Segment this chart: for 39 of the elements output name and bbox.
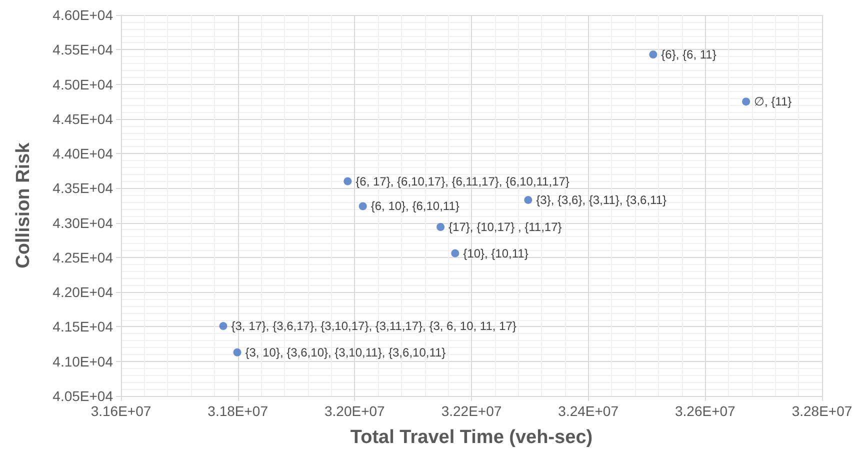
- point: [524, 196, 532, 204]
- annotation: {6, 17}, {6,10,17}, {6,11,17}, {6,10,11,17}: [356, 174, 570, 188]
- point: [649, 50, 658, 58]
- annotation: {6, 10}, {6,10,11}: [370, 199, 460, 214]
- y-tick-label: 4.25E+04: [52, 249, 114, 266]
- y-tick-label: 4.55E+04: [52, 42, 114, 58]
- x-axis-title: Total Travel Time (veh-sec): [350, 427, 593, 448]
- y-tick-label: 4.60E+04: [52, 7, 114, 23]
- point: [451, 249, 460, 258]
- x-tick-label: 3.16E+07: [90, 403, 152, 419]
- y-tick-label: 4.30E+04: [52, 214, 114, 231]
- y-tick-label: 4.15E+04: [52, 318, 114, 335]
- annotation: {3, 10}, {3,6,10}, {3,10,11}, {3,6,10,11}: [245, 345, 446, 360]
- x-tick-label: 3.26E+07: [674, 403, 736, 419]
- x-tick-label: 3.28E+07: [792, 403, 852, 419]
- x-tick-label: 3.18E+07: [208, 403, 268, 419]
- y-axis-title: Collision Risk: [13, 142, 34, 268]
- point: [233, 348, 242, 356]
- y-tick-label: 4.10E+04: [52, 353, 114, 370]
- x-tick-label: 3.20E+07: [324, 403, 386, 419]
- point: [742, 98, 750, 106]
- annotation: {3}, {3,6}, {3,11}, {3,6,11}: [536, 192, 667, 207]
- point: [358, 202, 367, 210]
- x-tick-label: 3.24E+07: [558, 403, 619, 419]
- point: [344, 177, 352, 186]
- annotation: {3, 17}, {3,6,17}, {3,10,17}, {3,11,17}, {3, 6, 10, 11, 17}: [231, 319, 516, 334]
- annotation: {10}, {10,11}: [463, 246, 528, 260]
- annotation: {17}, {10,17} , {11,17}: [448, 220, 562, 234]
- y-tick-label: 4.50E+04: [52, 76, 114, 92]
- point: [219, 322, 228, 330]
- y-tick-label: 4.05E+04: [52, 388, 114, 404]
- annotation: {6}, {6, 11}: [661, 47, 716, 62]
- annotation: ∅, {11}: [754, 94, 792, 109]
- y-tick-label: 4.20E+04: [52, 284, 114, 300]
- y-tick-label: 4.40E+04: [52, 146, 114, 162]
- y-tick-label: 4.35E+04: [52, 180, 114, 196]
- y-tick-label: 4.45E+04: [52, 110, 114, 127]
- point: [436, 222, 445, 231]
- x-tick-label: 3.22E+07: [441, 403, 502, 419]
